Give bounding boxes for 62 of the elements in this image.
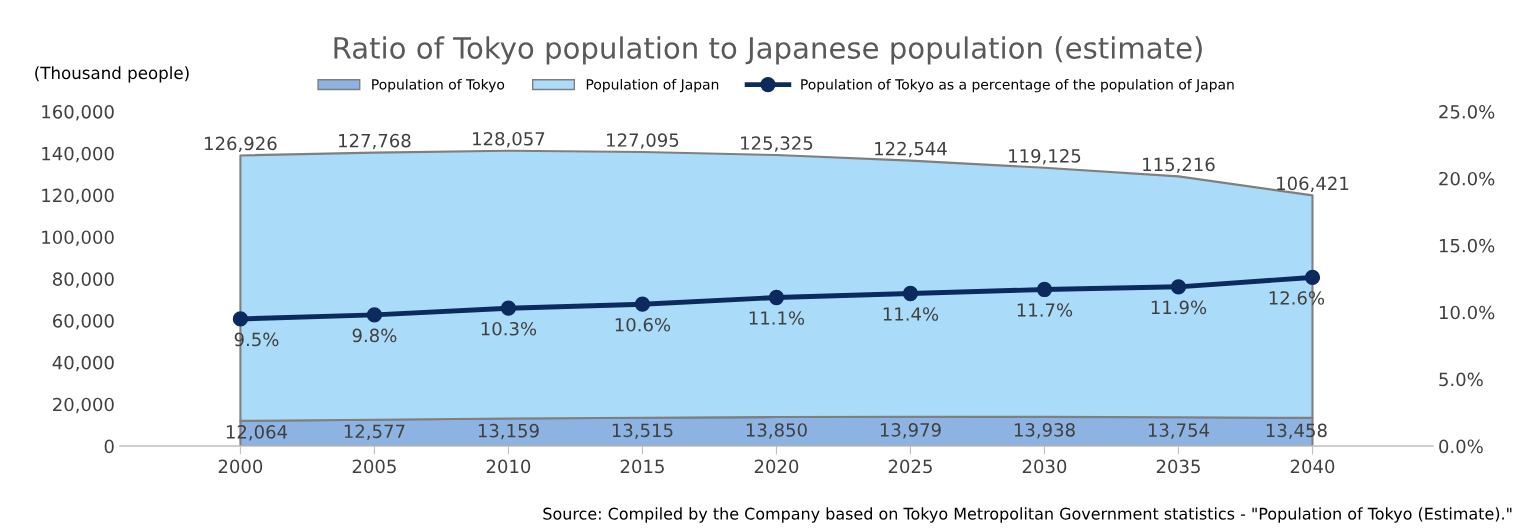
y-tick-label: 40,000 <box>52 355 114 372</box>
y2-tick-label: 0.0% <box>1439 439 1483 454</box>
data-label: 13,850 <box>746 423 807 439</box>
point <box>1170 279 1187 295</box>
point <box>902 285 919 302</box>
y-tick-label: 120,000 <box>42 188 114 205</box>
data-label: 13,515 <box>612 423 673 439</box>
x-tick-label: 2010 <box>486 459 531 474</box>
y2-tick-label: 5.0% <box>1439 372 1483 387</box>
data-label: 11.9% <box>1151 300 1207 315</box>
y-tick-label: 0 <box>104 439 114 454</box>
data-label: 106,421 <box>1277 176 1349 193</box>
y2-tick-label: 20.0% <box>1439 171 1495 186</box>
x-tick-label: 2030 <box>1022 459 1067 474</box>
x-tick-label: 2015 <box>620 459 664 474</box>
x-tick-label: 2000 <box>218 459 263 474</box>
y-tick-label: 20,000 <box>53 397 114 414</box>
data-label: 12,577 <box>344 424 405 440</box>
legend-label: Population of Tokyo <box>372 78 505 93</box>
y-tick-label: 60,000 <box>53 314 114 330</box>
data-label: 13,159 <box>478 423 539 440</box>
y-axis-title: (Thousand people) <box>35 66 189 83</box>
y-tick-label: 80,000 <box>52 272 114 288</box>
x-tick-label: 2025 <box>888 459 932 474</box>
point <box>1036 281 1053 298</box>
source-note: Source: Compiled by the Company based on Tokyo Metropolitan Government statistics - "Population of Tokyo (Estimate)." <box>543 507 1512 523</box>
point <box>768 289 785 306</box>
y-tick-label: 100,000 <box>42 230 114 246</box>
y2-tick-label: 15.0% <box>1439 238 1495 253</box>
data-label: 13,938 <box>1014 423 1075 439</box>
data-label: 10.3% <box>481 321 537 336</box>
point <box>1304 269 1321 286</box>
legend-label: Population of Japan <box>586 78 719 93</box>
point <box>232 311 249 327</box>
x-tick-label: 2005 <box>352 459 396 474</box>
y2-tick-label: 10.0% <box>1439 305 1495 320</box>
x-tick-label: 2020 <box>754 459 799 474</box>
chart-title: Ratio of Tokyo population to Japanese population (estimate) <box>334 36 1202 65</box>
data-label: 125,325 <box>741 136 813 152</box>
y2-tick-label: 25.0% <box>1439 104 1495 119</box>
data-label: 115,216 <box>1143 157 1215 174</box>
data-label: 9.8% <box>352 328 397 343</box>
y-tick-label: 140,000 <box>42 146 114 163</box>
point <box>634 296 651 312</box>
data-label: 11.4% <box>883 307 939 321</box>
data-label: 11.7% <box>1017 303 1073 317</box>
data-label: 10.6% <box>615 317 671 332</box>
point <box>500 300 517 316</box>
y-tick-label: 160,000 <box>42 104 114 121</box>
x-tick-label: 2035 <box>1156 459 1200 474</box>
point <box>366 307 383 323</box>
x-tick-label: 2040 <box>1290 459 1335 474</box>
data-label: 122,544 <box>875 141 947 158</box>
data-label: 119,125 <box>1009 149 1081 165</box>
data-label: 128,057 <box>473 131 545 148</box>
data-label: 126,926 <box>205 136 277 153</box>
data-label: 127,768 <box>339 133 411 150</box>
data-label: 11.1% <box>749 311 805 325</box>
data-label: 13,754 <box>1148 423 1210 439</box>
legend-label: Population of Tokyo as a percentage of the population of Japan <box>801 78 1234 93</box>
data-label: 13,979 <box>880 423 941 439</box>
data-label: 127,095 <box>607 133 679 149</box>
